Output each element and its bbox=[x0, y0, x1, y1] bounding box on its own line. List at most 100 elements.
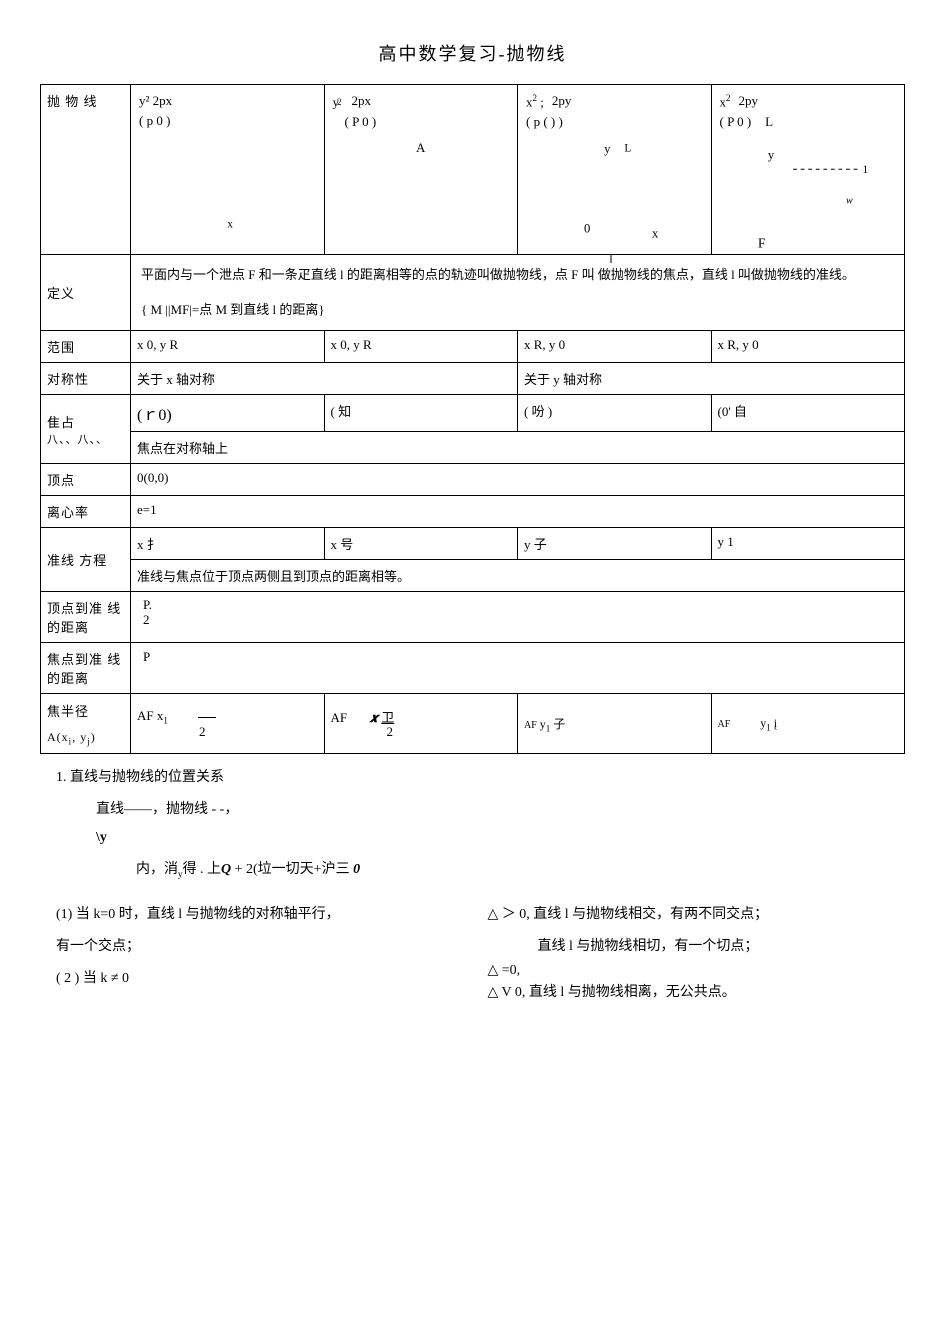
table-row-vertex: 顶点 0(0,0) bbox=[41, 464, 905, 496]
graph-cell-left: y2 2px ( P 0 ) A bbox=[324, 85, 518, 255]
row-label-focal: 焦半径 A(xi, yj) bbox=[41, 694, 131, 754]
row-label-ecc: 离心率 bbox=[41, 496, 131, 528]
below-right1: △ ＞ 0, 直线 l 与抛物线相交，有两不同交点； bbox=[488, 903, 890, 923]
svg-text:1: 1 bbox=[862, 164, 868, 176]
svg-text:x: x bbox=[652, 227, 659, 241]
range-1: x 0, y R bbox=[324, 331, 518, 363]
focal1-suf: 卫 bbox=[381, 710, 394, 725]
parabola-up-icon: y L 0 x l bbox=[526, 134, 702, 273]
focus-3: (0' 自 bbox=[711, 395, 905, 432]
table-row-focal: 焦半径 A(xi, yj) AF x1 2 AF 𝒙 卫 2 AF y1 子 A… bbox=[41, 694, 905, 754]
eq-x2b: x2 bbox=[720, 93, 731, 110]
eq-x2: x2 ; bbox=[526, 93, 544, 110]
focal1-mid: 𝒙 bbox=[370, 710, 378, 725]
table-row-directrix: 准线 方程 x 扌 x 号 y 子 y 1 bbox=[41, 528, 905, 560]
svg-text:x: x bbox=[227, 219, 233, 231]
row-label-directrix: 准线 方程 bbox=[41, 528, 131, 592]
table-row-ecc: 离心率 e=1 bbox=[41, 496, 905, 528]
focal2-pre: AF bbox=[524, 720, 537, 731]
table-row-focus: 隹占 八、、八、、 (ｒ0) ( 知 ( 吩 ) (0' 自 bbox=[41, 395, 905, 432]
focus-1: ( 知 bbox=[324, 395, 518, 432]
focal-2: AF y1 子 bbox=[518, 694, 712, 754]
symmetry-0: 关于 x 轴对称 bbox=[131, 363, 518, 395]
directrix-1: x 号 bbox=[324, 528, 518, 560]
focal0-d: 2 bbox=[199, 724, 318, 740]
below-left3: ( 2 ) 当 k ≠ 0 bbox=[56, 967, 458, 987]
vtxdir-n: P. bbox=[143, 598, 898, 612]
graph-cell-down: x2 2py ( P 0 ) L y 1 w F bbox=[711, 85, 905, 255]
focal-1: AF 𝒙 卫 2 bbox=[324, 694, 518, 754]
svg-text:L: L bbox=[624, 143, 631, 155]
directrix-2: y 子 bbox=[518, 528, 712, 560]
focus-l2: 八、、八、、 bbox=[47, 431, 124, 447]
eq-text: y² 2px bbox=[139, 93, 316, 109]
focal-0: AF x1 2 bbox=[131, 694, 325, 754]
table-row-vtxdir: 顶点到准 线 的距离 P. 2 bbox=[41, 592, 905, 643]
row-label-graph: 抛 物 线 bbox=[41, 85, 131, 255]
below-p2: \y bbox=[96, 830, 889, 846]
eq-2pyb: 2py bbox=[739, 93, 759, 110]
row-label-focdir: 焦点到准 线 的距离 bbox=[41, 643, 131, 694]
parabola-right-icon: x bbox=[139, 133, 315, 272]
table-row-focus-note: 焦点在对称轴上 bbox=[41, 432, 905, 464]
focal1-d: 2 bbox=[387, 724, 512, 740]
svg-text:0: 0 bbox=[584, 222, 590, 236]
table-row-symmetry: 对称性 关于 x 轴对称 关于 y 轴对称 bbox=[41, 363, 905, 395]
row-label-focus: 隹占 八、、八、、 bbox=[41, 395, 131, 464]
focus-2: ( 吩 ) bbox=[518, 395, 712, 432]
below-right2pre: △ =0, bbox=[488, 961, 890, 979]
table-row-range: 范围 x 0, y R x 0, y R x R, y 0 x R, y 0 bbox=[41, 331, 905, 363]
directrix-note: 准线与焦点位于顶点两侧且到顶点的距离相等。 bbox=[131, 560, 905, 592]
cond-text: ( P 0 ) bbox=[345, 114, 510, 130]
table-row-focdir: 焦点到准 线 的距离 P bbox=[41, 643, 905, 694]
focus-l1: 隹占 bbox=[47, 412, 124, 431]
ecc-value: e=1 bbox=[131, 496, 905, 528]
row-label-vertex: 顶点 bbox=[41, 464, 131, 496]
lbl-A: A bbox=[333, 140, 510, 156]
range-2: x R, y 0 bbox=[518, 331, 712, 363]
eq-2px: 2px bbox=[352, 93, 372, 110]
below-h1: 1. 直线与抛物线的位置关系 bbox=[56, 766, 889, 786]
vtxdir-d: 2 bbox=[143, 613, 898, 627]
below-right2: 直线 l 与抛物线相切，有一个切点； bbox=[538, 935, 890, 955]
focal3-pre: AF bbox=[718, 719, 731, 730]
svg-text:y: y bbox=[767, 149, 774, 163]
cond-text: ( p ( ) ) bbox=[526, 114, 703, 130]
vtxdir-value: P. 2 bbox=[131, 592, 905, 643]
vertex-value: 0(0,0) bbox=[131, 464, 905, 496]
table-row-directrix-note: 准线与焦点位于顶点两侧且到顶点的距离相等。 bbox=[41, 560, 905, 592]
focal-l1: 焦半径 bbox=[47, 701, 124, 720]
lbl-Lb: L bbox=[765, 114, 773, 130]
svg-text:w: w bbox=[846, 196, 853, 207]
below-left1: (1) 当 k=0 时，直线 l 与抛物线的对称轴平行， bbox=[56, 903, 458, 923]
page-title: 高中数学复习-抛物线 bbox=[40, 40, 905, 66]
graph-cell-right: y² 2px ( p 0 ) x bbox=[131, 85, 325, 255]
below-p3: 内，消y得 . 上Q + 2(垃一切天+沪三 0 bbox=[136, 858, 889, 879]
parabola-down-icon: y 1 w F bbox=[720, 134, 896, 273]
range-3: x R, y 0 bbox=[711, 331, 905, 363]
cond-text: ( p 0 ) bbox=[139, 113, 316, 129]
table-row-graph: 抛 物 线 y² 2px ( p 0 ) x y2 2px ( P 0 ) A … bbox=[41, 85, 905, 255]
focus-note: 焦点在对称轴上 bbox=[131, 432, 905, 464]
svg-text:l: l bbox=[609, 252, 613, 266]
symmetry-1: 关于 y 轴对称 bbox=[518, 363, 905, 395]
row-label-range: 范围 bbox=[41, 331, 131, 363]
focal1-pre: AF bbox=[331, 710, 348, 725]
row-label-vtxdir: 顶点到准 线 的距离 bbox=[41, 592, 131, 643]
row-label-symmetry: 对称性 bbox=[41, 363, 131, 395]
eq-2py: 2py bbox=[552, 93, 572, 110]
directrix-0: x 扌 bbox=[131, 528, 325, 560]
focdir-value: P bbox=[131, 643, 905, 694]
svg-text:y: y bbox=[604, 142, 611, 156]
definition-text2: { M ||MF|=点 M 到直线 l 的距离} bbox=[141, 298, 894, 323]
focal-l2: A(xi, yj) bbox=[47, 730, 124, 746]
focus-0: (ｒ0) bbox=[131, 395, 325, 432]
parabola-table: 抛 物 线 y² 2px ( p 0 ) x y2 2px ( P 0 ) A … bbox=[40, 84, 905, 754]
svg-text:F: F bbox=[757, 236, 765, 251]
below-right3: △ V 0, 直线 l 与抛物线相离，无公共点。 bbox=[488, 981, 890, 1001]
row-label-definition: 定义 bbox=[41, 255, 131, 331]
range-0: x 0, y R bbox=[131, 331, 325, 363]
cond-text: ( P 0 ) bbox=[720, 114, 752, 130]
below-p1: 直线——，抛物线 - -， bbox=[96, 798, 889, 818]
focal-3: AF y1 į bbox=[711, 694, 905, 754]
